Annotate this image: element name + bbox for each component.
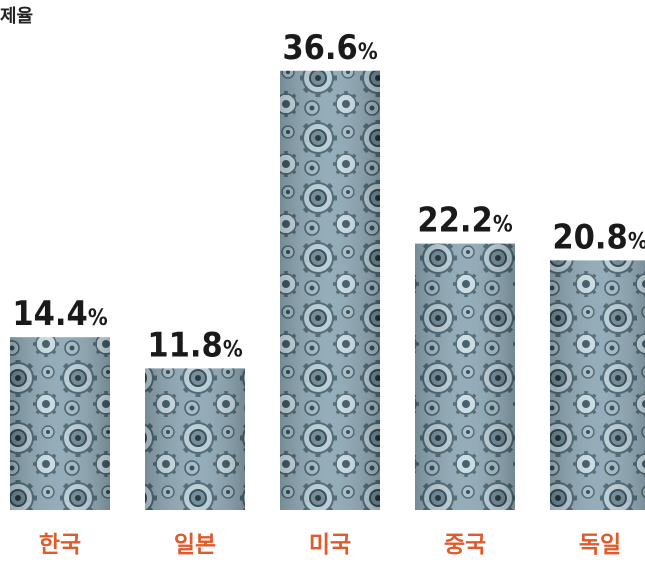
- value-label-3: 36.6%: [282, 28, 377, 68]
- value-label-2: 11.8%: [147, 325, 242, 365]
- bars-layer: [10, 70, 645, 511]
- bar-shading: [10, 337, 110, 510]
- bar-shading: [280, 70, 380, 511]
- bar-5: [550, 260, 645, 510]
- value-label-1: 14.4%: [12, 294, 107, 334]
- bar-shading: [145, 368, 245, 510]
- bar-shading: [415, 243, 515, 510]
- bar-3: [280, 70, 380, 511]
- bar-shading: [550, 260, 645, 510]
- category-labels-layer: 한국 일본 미국 중국 독일: [39, 532, 621, 558]
- category-label-3: 미국: [309, 532, 351, 558]
- category-label-2: 일본: [174, 532, 216, 558]
- value-label-5: 20.8%: [552, 217, 645, 257]
- value-label-4: 22.2%: [417, 201, 512, 241]
- category-label-5: 독일: [579, 532, 621, 558]
- category-label-4: 중국: [444, 532, 486, 558]
- bar-4: [415, 243, 515, 510]
- bar-1: [10, 337, 110, 510]
- value-labels-layer: 14.4% 11.8% 36.6% 22.2% 20.8%: [12, 28, 645, 366]
- bar-2: [145, 368, 245, 510]
- chart-title: 제율: [0, 6, 34, 27]
- category-label-1: 한국: [39, 532, 81, 558]
